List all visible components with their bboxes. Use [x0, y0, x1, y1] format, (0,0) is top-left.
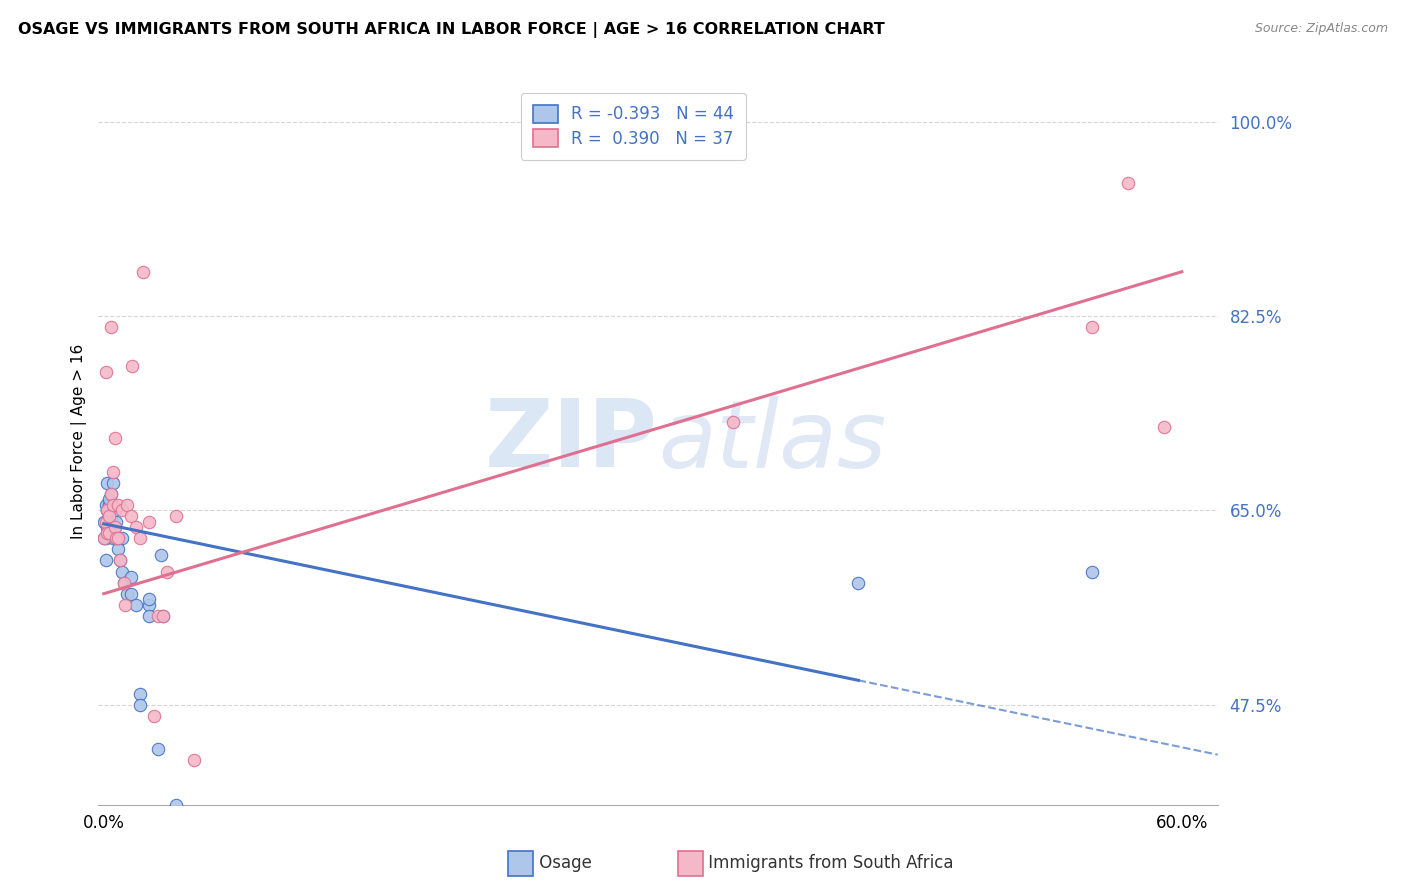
Point — [848, 575, 870, 590]
Point — [1116, 176, 1139, 190]
Point — [103, 431, 125, 445]
Point — [120, 570, 142, 584]
Point — [103, 503, 125, 517]
Point — [101, 465, 124, 479]
Point — [107, 542, 129, 557]
Point — [111, 565, 134, 579]
Point — [93, 531, 115, 545]
Point — [150, 548, 173, 562]
Point — [96, 520, 118, 534]
Text: atlas: atlas — [658, 395, 886, 486]
Point — [146, 609, 169, 624]
Point — [1153, 420, 1175, 434]
Point — [1081, 320, 1104, 334]
Point — [115, 587, 138, 601]
Point — [105, 531, 128, 545]
Point — [101, 498, 124, 512]
Point — [105, 515, 128, 529]
Point — [98, 508, 121, 523]
Point — [111, 531, 134, 545]
Point — [98, 498, 121, 512]
Point — [108, 553, 131, 567]
Point — [107, 531, 129, 545]
Point — [120, 508, 142, 523]
Point — [94, 553, 117, 567]
Point — [138, 609, 160, 624]
Point — [721, 415, 744, 429]
Point — [96, 503, 118, 517]
Point — [112, 575, 135, 590]
Point — [183, 753, 205, 767]
Point — [98, 492, 121, 507]
Text: ZIP: ZIP — [485, 395, 658, 487]
Point — [165, 508, 187, 523]
Point — [100, 487, 122, 501]
Point — [94, 515, 117, 529]
Point — [108, 553, 131, 567]
Point — [138, 592, 160, 607]
Point — [128, 698, 150, 712]
Point — [96, 525, 118, 540]
Point — [100, 487, 122, 501]
Text: OSAGE VS IMMIGRANTS FROM SOUTH AFRICA IN LABOR FORCE | AGE > 16 CORRELATION CHAR: OSAGE VS IMMIGRANTS FROM SOUTH AFRICA IN… — [18, 22, 884, 38]
Text: Source: ZipAtlas.com: Source: ZipAtlas.com — [1254, 22, 1388, 36]
Point — [165, 797, 187, 812]
Point — [101, 531, 124, 545]
Point — [1081, 565, 1104, 579]
Point — [121, 359, 143, 373]
Point — [138, 598, 160, 612]
Point — [96, 503, 118, 517]
Point — [120, 587, 142, 601]
Point — [96, 475, 118, 490]
Point — [152, 609, 174, 624]
Point — [100, 320, 122, 334]
Point — [94, 531, 117, 545]
Point — [93, 531, 115, 545]
Point — [156, 565, 179, 579]
Point — [128, 531, 150, 545]
Point — [96, 503, 118, 517]
Point — [96, 525, 118, 540]
Point — [114, 598, 136, 612]
Point — [112, 575, 135, 590]
Point — [146, 742, 169, 756]
Point — [103, 520, 125, 534]
Point — [143, 709, 166, 723]
Legend: R = -0.393   N = 44, R =  0.390   N = 37: R = -0.393 N = 44, R = 0.390 N = 37 — [520, 93, 745, 160]
Point — [107, 498, 129, 512]
Point — [93, 515, 115, 529]
Point — [98, 508, 121, 523]
Point — [111, 503, 134, 517]
Point — [125, 520, 148, 534]
Point — [94, 498, 117, 512]
Point — [101, 525, 124, 540]
Point — [125, 598, 148, 612]
Y-axis label: In Labor Force | Age > 16: In Labor Force | Age > 16 — [72, 343, 87, 539]
Point — [138, 515, 160, 529]
Point — [101, 475, 124, 490]
Point — [132, 265, 155, 279]
Point — [94, 365, 117, 379]
Point — [105, 531, 128, 545]
Point — [100, 508, 122, 523]
Text: Immigrants from South Africa: Immigrants from South Africa — [703, 855, 953, 872]
Point — [98, 503, 121, 517]
Point — [103, 520, 125, 534]
Point — [152, 609, 174, 624]
Point — [107, 531, 129, 545]
Point — [128, 687, 150, 701]
Point — [98, 525, 121, 540]
Point — [115, 498, 138, 512]
Text: Osage: Osage — [534, 855, 592, 872]
